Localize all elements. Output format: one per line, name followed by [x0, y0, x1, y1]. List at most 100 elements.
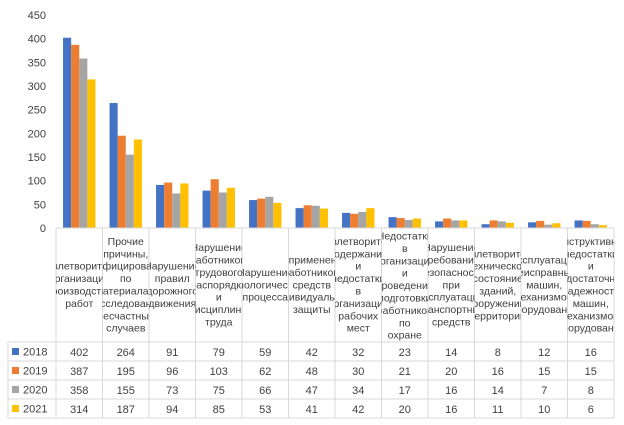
bar-2018-11	[528, 222, 537, 228]
table-cell: 187	[117, 404, 135, 416]
bar-2021-7	[366, 208, 375, 228]
table-cell: 32	[352, 347, 364, 359]
legend-swatch-2020	[12, 386, 19, 393]
bar-2018-9	[435, 221, 444, 228]
bar-2021-9	[459, 220, 468, 228]
table-cell: 34	[352, 385, 364, 397]
table-cell: 42	[306, 347, 318, 359]
y-tick-label: 50	[34, 199, 46, 211]
table-cell: 16	[445, 404, 457, 416]
table-cell: 314	[70, 404, 88, 416]
bar-2021-11	[552, 223, 561, 228]
bar-2018-8	[388, 217, 397, 228]
bar-2020-1	[79, 58, 88, 229]
table-cell: 75	[213, 385, 225, 397]
data-table: 402 264 91 79 59 42 32 23 14 8 12 16 387 195 96 103 62 48…	[7, 227, 615, 419]
bar-2021-2	[133, 139, 142, 228]
bar-2021-10	[505, 222, 514, 228]
y-tick-label: 150	[28, 152, 46, 164]
table-cell: 6	[588, 404, 594, 416]
legend-swatch-2021	[12, 405, 19, 412]
table-cell: 14	[445, 347, 457, 359]
table-cell: 59	[259, 347, 271, 359]
category-labels: Неудовлетворительная организация производс…	[22, 231, 624, 355]
bar-2020-2	[125, 154, 134, 228]
y-tick-label: 350	[28, 57, 46, 69]
table-cell: 358	[70, 385, 88, 397]
bar-2018-7	[342, 212, 351, 228]
table-cell: 14	[492, 385, 504, 397]
bar-2019-3	[164, 182, 173, 228]
y-tick-label: 400	[28, 34, 46, 46]
table-cell: 62	[259, 366, 271, 378]
bar-2018-5	[249, 200, 258, 228]
table-cell: 66	[259, 385, 271, 397]
table-cell: 16	[492, 366, 504, 378]
bar-2020-7	[358, 211, 367, 228]
bar-2018-6	[295, 208, 304, 228]
bar-2021-3	[180, 183, 189, 228]
bar-2020-6	[311, 205, 320, 228]
table-cell: 11	[492, 404, 503, 416]
bar-2019-12	[582, 220, 591, 228]
table-cell: 85	[213, 404, 225, 416]
table-cell: 30	[352, 366, 364, 378]
table-cell: 12	[538, 347, 550, 359]
bar-2021-4	[226, 187, 235, 228]
table-cell: 23	[399, 347, 411, 359]
table-cell: 15	[585, 366, 597, 378]
category-label-9: Нарушение требований безопасности при эксплу…	[417, 242, 486, 328]
category-label-3: Нарушение правил дорожного движения	[144, 261, 200, 310]
bar-2020-12	[590, 224, 599, 228]
category-label-2: Прочие причины, квалифицированные по материа…	[75, 236, 177, 335]
legend-swatch-2019	[12, 367, 19, 374]
category-label-12: Конструктивные недостатки и недостаточная на…	[551, 236, 624, 335]
category-label-5: Нарушение технологического процесса	[223, 267, 308, 304]
bar-2021-8	[412, 218, 421, 228]
legend-label-2018: 2018	[23, 347, 47, 359]
table-cell: 16	[445, 385, 457, 397]
table-cell: 20	[445, 366, 457, 378]
table-cell: 21	[399, 366, 411, 378]
bar-2020-3	[172, 193, 181, 228]
category-label-11: Эксплуатация неисправных машин, механизмов,…	[510, 255, 579, 317]
bars	[63, 37, 607, 229]
table-cell: 103	[210, 366, 228, 378]
table-cell: 195	[117, 366, 135, 378]
bar-2020-11	[544, 224, 553, 228]
bar-2020-4	[218, 192, 227, 228]
bar-2020-8	[404, 219, 413, 228]
table-cell: 15	[538, 366, 550, 378]
table-cell: 264	[117, 347, 135, 359]
bar-2020-9	[451, 220, 460, 228]
y-tick-label: 100	[28, 176, 46, 188]
bar-2021-5	[273, 202, 282, 228]
bar-2019-8	[396, 218, 405, 228]
table-cell: 402	[70, 347, 88, 359]
y-tick-label: 250	[28, 105, 46, 117]
bar-2018-3	[156, 184, 165, 228]
category-label-6: Неприменение работником средств индивидуаль…	[271, 255, 352, 317]
bar-2018-12	[574, 220, 583, 228]
category-label-4: Нарушение работником трудового распорядка и д…	[189, 242, 249, 328]
bar-2019-9	[443, 218, 452, 228]
table-cell: 91	[166, 347, 178, 359]
bar-2021-12	[598, 225, 607, 228]
table-cell: 387	[70, 366, 88, 378]
category-label-10: Неудовлетворительное техническое состояние…	[441, 248, 555, 322]
table-cell: 47	[306, 385, 318, 397]
legend-swatch-2018	[12, 348, 19, 355]
table-cell: 17	[399, 385, 411, 397]
table-cell: 155	[117, 385, 135, 397]
category-label-1: Неудовлетворительная организация производс…	[22, 261, 136, 310]
table-cell: 8	[495, 347, 501, 359]
bar-2018-1	[63, 37, 72, 228]
bar-2018-2	[109, 103, 118, 228]
category-label-8: Недостатки в организации и проведении подгото…	[374, 231, 435, 355]
y-tick-label: 450	[28, 10, 46, 22]
legend-label-2019: 2019	[23, 366, 47, 378]
y-tick-label: 200	[28, 128, 46, 140]
table-cell: 48	[306, 366, 318, 378]
table-cell: 20	[399, 404, 411, 416]
table-cell: 10	[538, 404, 550, 416]
